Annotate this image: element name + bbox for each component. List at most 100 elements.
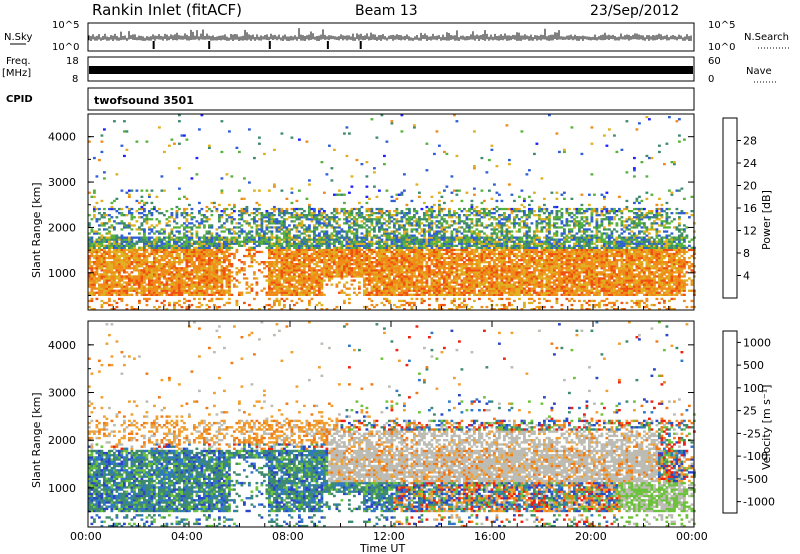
echo-cell (195, 226, 199, 229)
echo-cell (415, 246, 419, 249)
echo-cell (108, 279, 111, 282)
echo-cell (300, 283, 304, 286)
echo-cell (118, 275, 121, 278)
echo-cell (190, 285, 194, 288)
echo-cell (365, 175, 369, 178)
echo-cell (150, 281, 154, 284)
echo-cell (210, 210, 214, 213)
echo-cell (148, 287, 151, 290)
echo-cell (213, 238, 216, 241)
echo-cell (125, 303, 129, 307)
echo-cell (178, 232, 181, 235)
echo-cell (123, 263, 126, 266)
echo-cell (405, 293, 409, 296)
echo-cell (280, 220, 284, 223)
echo-cell (178, 291, 181, 294)
echo-cell (240, 269, 244, 272)
echo-cell (238, 291, 241, 294)
echo-cell (305, 259, 309, 262)
echo-cell (278, 222, 281, 225)
echo-cell (193, 277, 196, 280)
echo-cell (225, 238, 229, 241)
echo-cell (228, 254, 231, 258)
echo-cell (190, 212, 194, 215)
echo-cell (443, 232, 446, 235)
echo-cell (275, 207, 279, 211)
echo-cell (173, 238, 176, 241)
echo-cell (168, 293, 171, 296)
echo-cell (335, 256, 339, 260)
echo-cell (425, 277, 429, 280)
echo-cell (90, 228, 94, 231)
echo-cell (268, 236, 271, 239)
echo-cell (178, 303, 181, 307)
echo-cell (235, 238, 239, 241)
echo-cell (393, 238, 396, 241)
echo-cell (398, 244, 401, 247)
echo-cell (140, 216, 144, 219)
echo-cell (405, 256, 409, 260)
echo-cell (265, 236, 269, 239)
echo-cell (290, 238, 294, 241)
echo-cell (220, 250, 224, 254)
echo-cell (125, 256, 129, 260)
echo-cell (438, 256, 441, 260)
echo-cell (415, 248, 419, 252)
echo-cell (318, 273, 321, 276)
echo-cell (103, 254, 106, 258)
echo-cell (288, 254, 291, 258)
echo-cell (155, 218, 159, 221)
echo-cell (285, 273, 289, 276)
echo-cell (168, 273, 171, 276)
echo-cell (273, 256, 276, 260)
echo-cell (415, 293, 419, 296)
echo-cell (320, 267, 324, 270)
echo-cell (395, 293, 399, 296)
echo-cell (170, 250, 174, 254)
echo-cell (468, 277, 471, 280)
echo-cell (180, 305, 184, 309)
echo-cell (403, 230, 406, 233)
echo-cell (108, 240, 111, 243)
echo-cell (405, 228, 409, 231)
echo-cell (218, 291, 221, 294)
echo-cell (115, 197, 119, 200)
echo-cell (465, 216, 469, 219)
echo-cell (293, 252, 296, 256)
echo-cell (383, 230, 386, 233)
echo-cell (460, 246, 464, 249)
echo-cell (348, 236, 351, 239)
echo-cell (273, 281, 276, 284)
echo-cell (253, 254, 256, 258)
echo-cell (413, 214, 416, 217)
echo-cell (225, 289, 229, 292)
echo-cell (443, 214, 446, 217)
echo-cell (453, 289, 456, 292)
echo-cell (245, 220, 249, 223)
echo-cell (433, 308, 436, 311)
echo-cell (398, 277, 401, 280)
echo-cell (88, 254, 91, 258)
echo-cell (453, 263, 456, 266)
echo-cell (240, 293, 244, 296)
echo-cell (318, 248, 321, 252)
echo-cell (423, 275, 426, 278)
echo-cell (115, 267, 119, 270)
echo-cell (145, 275, 149, 278)
echo-cell (145, 244, 149, 247)
echo-cell (215, 236, 219, 239)
echo-cell (213, 287, 216, 290)
echo-cell (208, 285, 211, 288)
echo-cell (193, 267, 196, 270)
echo-cell (393, 287, 396, 290)
echo-cell (258, 308, 261, 311)
echo-cell (303, 230, 306, 233)
echo-cell (123, 261, 126, 264)
echo-cell (448, 246, 451, 249)
echo-cell (130, 212, 134, 215)
echo-cell (200, 267, 204, 270)
echo-cell (200, 273, 204, 276)
echo-cell (443, 207, 446, 211)
echo-cell (463, 303, 466, 307)
echo-cell (328, 265, 331, 268)
